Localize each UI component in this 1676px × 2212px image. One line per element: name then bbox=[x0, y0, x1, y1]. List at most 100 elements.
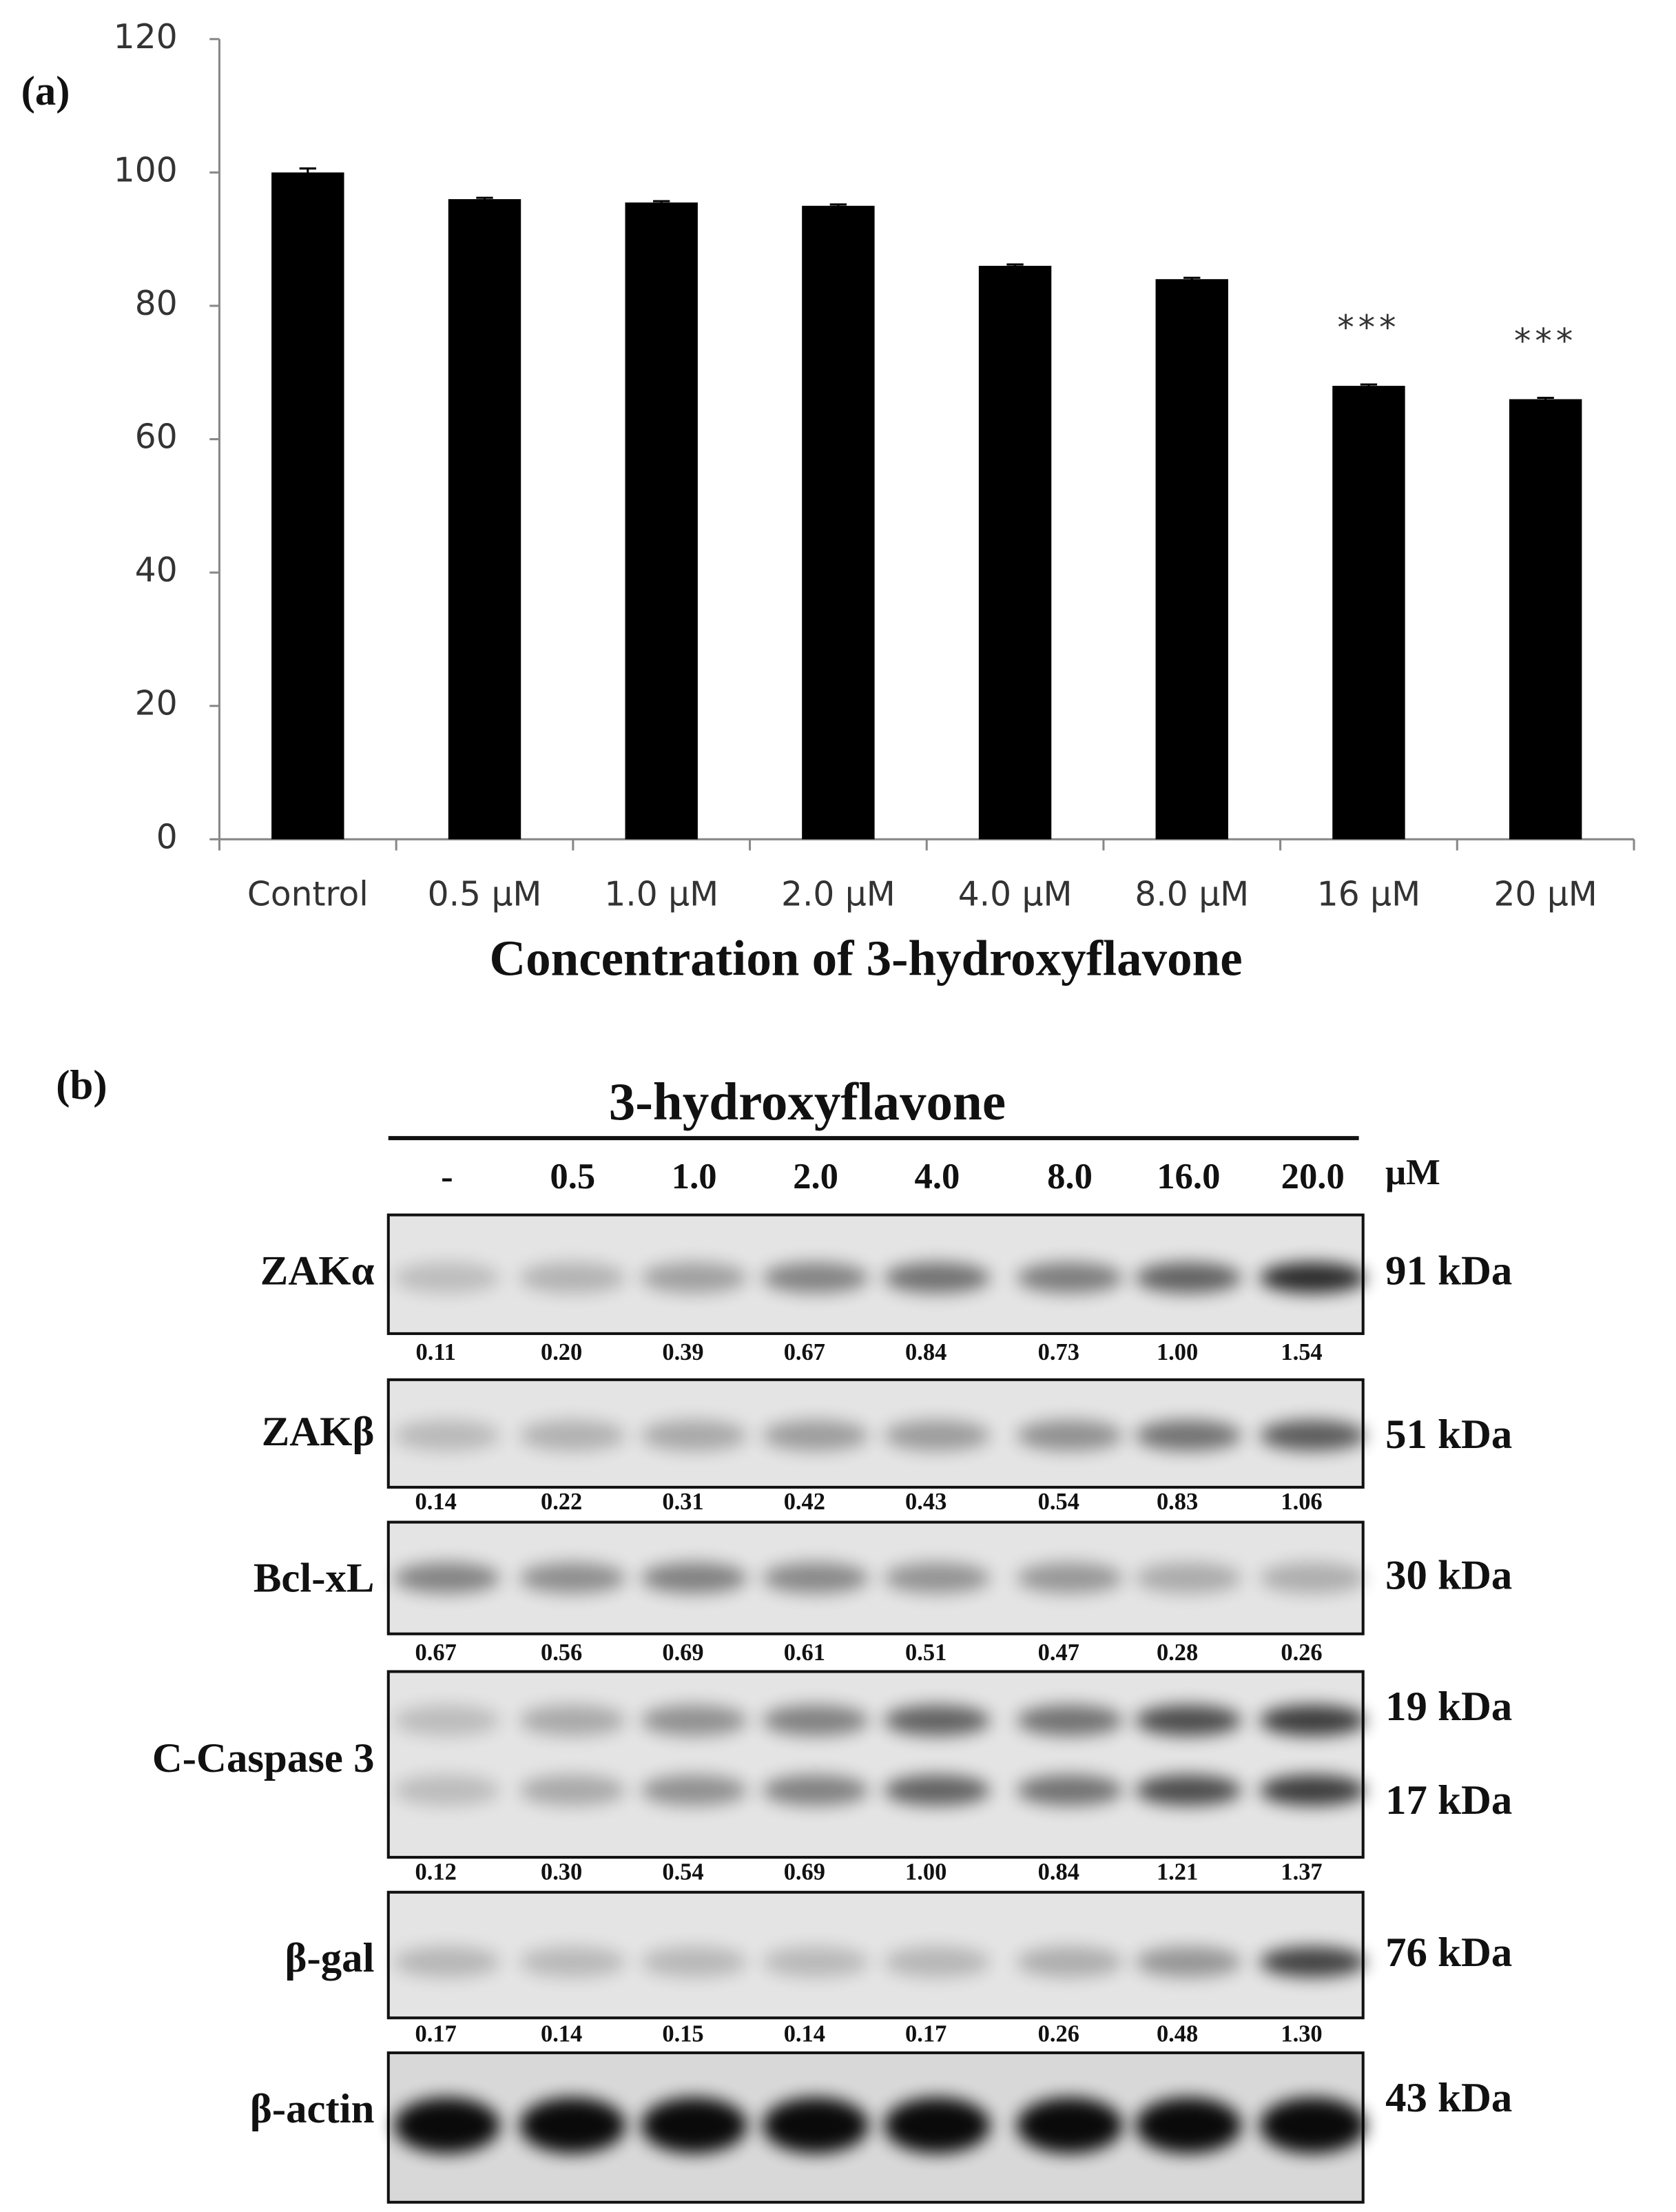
blot-band bbox=[884, 1946, 991, 1978]
blot-band bbox=[1135, 1775, 1242, 1806]
quant-label: 0.22 bbox=[541, 1489, 582, 1515]
blot-band bbox=[1259, 1262, 1366, 1294]
blot-band bbox=[641, 2097, 747, 2153]
blot-band bbox=[393, 1775, 500, 1806]
blot-band bbox=[1259, 1420, 1366, 1451]
lane-label: 4.0 bbox=[914, 1157, 960, 1197]
lane-label: 0.5 bbox=[550, 1157, 595, 1197]
kda-label: 30 kDa bbox=[1385, 1553, 1512, 1599]
quant-label: 0.69 bbox=[662, 1640, 703, 1666]
blot-band bbox=[393, 1420, 500, 1451]
blot-band bbox=[1135, 1420, 1242, 1451]
bar bbox=[978, 265, 1052, 840]
protein-label: ZAKβ bbox=[262, 1409, 375, 1455]
quant-label: 0.17 bbox=[415, 2020, 457, 2047]
quant-label: 1.00 bbox=[905, 1859, 946, 1885]
blot-frame bbox=[386, 1670, 1365, 1859]
quant-label: 0.54 bbox=[1038, 1489, 1079, 1515]
blot-band bbox=[1016, 1420, 1124, 1451]
protein-label: ZAKα bbox=[260, 1248, 375, 1294]
lane-label: - bbox=[441, 1157, 453, 1197]
quant-label: 1.00 bbox=[1157, 1339, 1198, 1365]
kda-label: 17 kDa bbox=[1385, 1777, 1512, 1823]
blot-band bbox=[641, 1775, 747, 1806]
quant-label: 0.14 bbox=[541, 2020, 582, 2047]
quant-label: 0.48 bbox=[1157, 2020, 1198, 2047]
kda-label: 51 kDa bbox=[1385, 1412, 1512, 1458]
blot-band bbox=[1135, 1262, 1242, 1294]
bar bbox=[1155, 279, 1228, 840]
quant-label: 1.30 bbox=[1281, 2020, 1322, 2047]
kda-label: 91 kDa bbox=[1385, 1248, 1512, 1294]
blot-band bbox=[763, 1262, 869, 1294]
quant-label: 0.54 bbox=[662, 1859, 703, 1885]
blot-band bbox=[763, 1946, 869, 1978]
error-bar bbox=[299, 167, 316, 177]
quant-label: 0.31 bbox=[662, 1489, 703, 1515]
error-bar bbox=[1183, 276, 1201, 281]
quant-label: 0.67 bbox=[784, 1339, 825, 1365]
quant-label: 0.11 bbox=[415, 1339, 455, 1365]
y-tick-label: 40 bbox=[135, 551, 178, 590]
blot-band bbox=[519, 1705, 626, 1736]
bar bbox=[1509, 399, 1582, 840]
kda-label: 76 kDa bbox=[1385, 1930, 1512, 1976]
blot-band bbox=[1135, 2097, 1242, 2153]
protein-label: β-actin bbox=[250, 2086, 375, 2132]
error-bar bbox=[829, 203, 847, 207]
error-bar bbox=[653, 200, 670, 204]
quant-label: 0.51 bbox=[905, 1640, 946, 1666]
blot-band bbox=[763, 1775, 869, 1806]
blot-band bbox=[519, 1946, 626, 1978]
quant-label: 0.28 bbox=[1157, 1640, 1198, 1666]
x-tick-label: 0.5 μM bbox=[428, 875, 542, 913]
bar bbox=[448, 199, 521, 840]
blot-band bbox=[763, 2097, 869, 2153]
blot-band bbox=[1016, 1562, 1124, 1593]
y-tick-label: 120 bbox=[114, 18, 178, 56]
blot-band bbox=[641, 1420, 747, 1451]
blot-band bbox=[763, 1420, 869, 1451]
y-tick-label: 60 bbox=[135, 418, 178, 457]
bar bbox=[271, 172, 344, 840]
protein-label: β-gal bbox=[285, 1935, 375, 1981]
y-tick-label: 0 bbox=[156, 818, 178, 856]
blot-band bbox=[641, 1262, 747, 1294]
quant-label: 0.39 bbox=[662, 1339, 703, 1365]
x-tick-label: 2.0 μM bbox=[781, 875, 896, 913]
lane-label: 2.0 bbox=[793, 1157, 838, 1197]
blot-band bbox=[1016, 1705, 1124, 1736]
x-tick-label: 8.0 μM bbox=[1135, 875, 1249, 913]
quant-label: 1.37 bbox=[1281, 1859, 1322, 1885]
x-axis-title: Concentration of 3-hydroxyflavone bbox=[489, 930, 1242, 986]
blot-band bbox=[519, 1420, 626, 1451]
y-tick-label: 80 bbox=[135, 285, 178, 323]
blot-band bbox=[393, 1262, 500, 1294]
blot-band bbox=[393, 1705, 500, 1736]
x-tick-label: 20 μM bbox=[1493, 875, 1597, 913]
error-bar bbox=[476, 196, 493, 201]
quant-label: 0.67 bbox=[415, 1640, 457, 1666]
unit: μM bbox=[1385, 1152, 1440, 1192]
lane-label: 16.0 bbox=[1157, 1157, 1220, 1197]
blot-band bbox=[1259, 1946, 1366, 1978]
error-bar bbox=[1360, 383, 1378, 388]
blot-band bbox=[519, 1562, 626, 1593]
panel-label: (b) bbox=[56, 1062, 107, 1108]
x-tick-label: Control bbox=[247, 875, 369, 913]
blot-band bbox=[1259, 1705, 1366, 1736]
quant-label: 0.12 bbox=[415, 1859, 457, 1885]
bar bbox=[802, 205, 875, 840]
significance: *** bbox=[1514, 322, 1577, 360]
blot-band bbox=[641, 1562, 747, 1593]
blot-band bbox=[393, 1946, 500, 1978]
blot-band bbox=[393, 1562, 500, 1593]
blot-band bbox=[763, 1705, 869, 1736]
quant-label: 0.61 bbox=[784, 1640, 825, 1666]
bar bbox=[1332, 386, 1405, 840]
blot-band bbox=[884, 1775, 991, 1806]
blot-band bbox=[519, 1262, 626, 1294]
panel-label: (a) bbox=[21, 68, 70, 114]
quant-label: 0.84 bbox=[1038, 1859, 1079, 1885]
x-tick-label: 1.0 μM bbox=[604, 875, 718, 913]
